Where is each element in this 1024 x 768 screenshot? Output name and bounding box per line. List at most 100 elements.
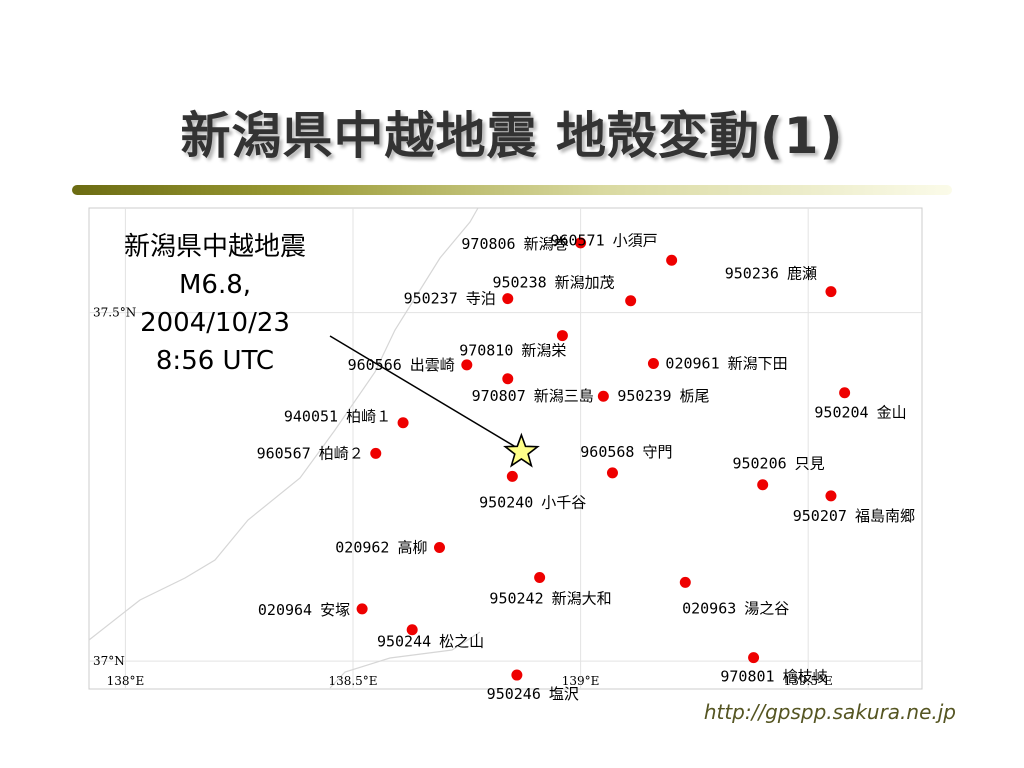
station-code: 960567 [257,444,311,462]
station-name: 柏崎２ [319,444,364,462]
station-marker[interactable]: 950240 小千谷 [479,470,586,512]
station-label: 960571 小須戸 [550,231,657,249]
lon-tick-label: 139.5°E [784,674,833,688]
station-marker[interactable]: 950207 福島南郷 [793,490,915,525]
station-marker[interactable]: 950244 松之山 [377,624,484,651]
station-dot[interactable] [606,467,618,479]
station-marker[interactable]: 970806 新潟巻 [461,235,587,253]
station-name: 湯之谷 [744,599,789,617]
station-dot[interactable] [556,330,568,342]
station-marker[interactable]: 960571 小須戸 [550,231,678,266]
station-label: 950240 小千谷 [479,493,586,511]
station-label: 020962 高柳 [335,538,427,556]
quake-name: 新潟県中越地震 [123,232,306,262]
station-dot[interactable] [679,576,691,588]
station-marker[interactable]: 020964 安塚 [258,601,368,619]
lon-tick-label: 138°E [107,674,145,688]
station-marker[interactable]: 950238 新潟加茂 [492,274,637,307]
station-dot[interactable] [506,470,518,482]
station-marker[interactable]: 950242 新潟大和 [489,571,612,608]
station-dot[interactable] [461,359,473,371]
station-marker[interactable]: 020962 高柳 [335,538,445,556]
station-dot[interactable] [825,286,837,298]
star-icon [503,432,540,468]
station-dot[interactable] [666,254,678,266]
station-dot[interactable] [502,373,514,385]
station-marker[interactable]: 960566 出雲崎 [348,356,473,374]
station-name: 新潟三島 [534,387,594,405]
station-code: 950239 [617,387,671,405]
station-dot[interactable] [370,447,382,459]
station-name: 福島南郷 [855,507,915,525]
station-dot[interactable] [597,390,609,402]
station-dot[interactable] [397,417,409,429]
station-marker[interactable]: 950236 鹿瀬 [725,265,837,298]
station-code: 950246 [487,685,541,703]
station-code: 950207 [793,507,847,525]
station-name: 小千谷 [541,493,586,511]
station-marker[interactable]: 940051 柏崎１ [284,408,409,429]
station-code: 950237 [404,290,458,308]
station-dot[interactable] [575,237,587,249]
station-marker[interactable]: 020963 湯之谷 [679,576,790,618]
station-marker[interactable]: 950246 塩沢 [487,669,579,704]
station-label: 950206 只見 [732,455,824,473]
station-dot[interactable] [511,669,523,681]
station-marker[interactable]: 950237 寺泊 [404,290,514,308]
station-marker[interactable]: 960568 守門 [580,443,672,479]
station-marker[interactable]: 950204 金山 [814,387,907,422]
map-frame [88,207,923,690]
boundary-path [329,631,481,689]
station-label: 960567 柏崎２ [257,444,364,462]
station-dot[interactable] [433,541,445,553]
station-name: 高柳 [397,538,427,556]
station-marker[interactable]: 960567 柏崎２ [257,444,382,462]
station-label: 960568 守門 [580,443,672,461]
station-code: 950204 [814,404,868,422]
station-dot[interactable] [748,652,760,664]
station-dot[interactable] [625,295,637,307]
station-name: 寺泊 [466,290,496,308]
station-name: 塩沢 [549,685,579,703]
station-code: 960571 [550,231,604,249]
source-link[interactable]: http://gpspp.sakura.ne.jp [703,700,956,724]
station-name: 新潟加茂 [555,274,615,292]
station-name: 小須戸 [613,231,658,249]
station-name: 松之山 [439,633,484,651]
map-grid [89,208,922,689]
station-name: 新潟大和 [552,589,612,607]
station-label: 950244 松之山 [377,633,484,651]
station-code: 970806 [461,235,515,253]
station-dot[interactable] [534,571,546,583]
station-dot[interactable] [356,603,368,615]
station-name: 栃尾 [680,387,710,405]
station-label: 950238 新潟加茂 [492,274,614,292]
station-label: 940051 柏崎１ [284,408,391,426]
station-dot[interactable] [647,357,659,369]
station-marker[interactable]: 970807 新潟三島 [472,373,594,405]
title-divider [72,185,952,195]
station-name: 只見 [795,455,825,473]
station-marker[interactable]: 970801 檜枝岐 [720,652,828,686]
station-label: 020963 湯之谷 [682,599,789,617]
station-dot[interactable] [502,293,514,305]
station-dot[interactable] [839,387,851,399]
lat-tick-label: 37.5°N [93,306,136,320]
station-code: 020961 [665,354,719,372]
station-name: 金山 [877,404,907,422]
station-dot[interactable] [406,624,418,636]
station-code: 970810 [459,342,513,360]
station-marker[interactable]: 970810 新潟栄 [459,330,568,360]
station-dot[interactable] [825,490,837,502]
quake-date: 2004/10/23 [140,308,290,338]
station-code: 970801 [720,668,774,686]
station-code: 950242 [489,589,543,607]
station-marker[interactable]: 950239 栃尾 [597,387,710,405]
lon-tick-label: 138.5°E [328,674,377,688]
station-name: 新潟巻 [524,235,569,253]
station-marker[interactable]: 020961 新潟下田 [647,354,788,372]
station-label: 950242 新潟大和 [489,589,611,607]
station-marker[interactable]: 950206 只見 [732,455,825,491]
station-dot[interactable] [757,479,769,491]
